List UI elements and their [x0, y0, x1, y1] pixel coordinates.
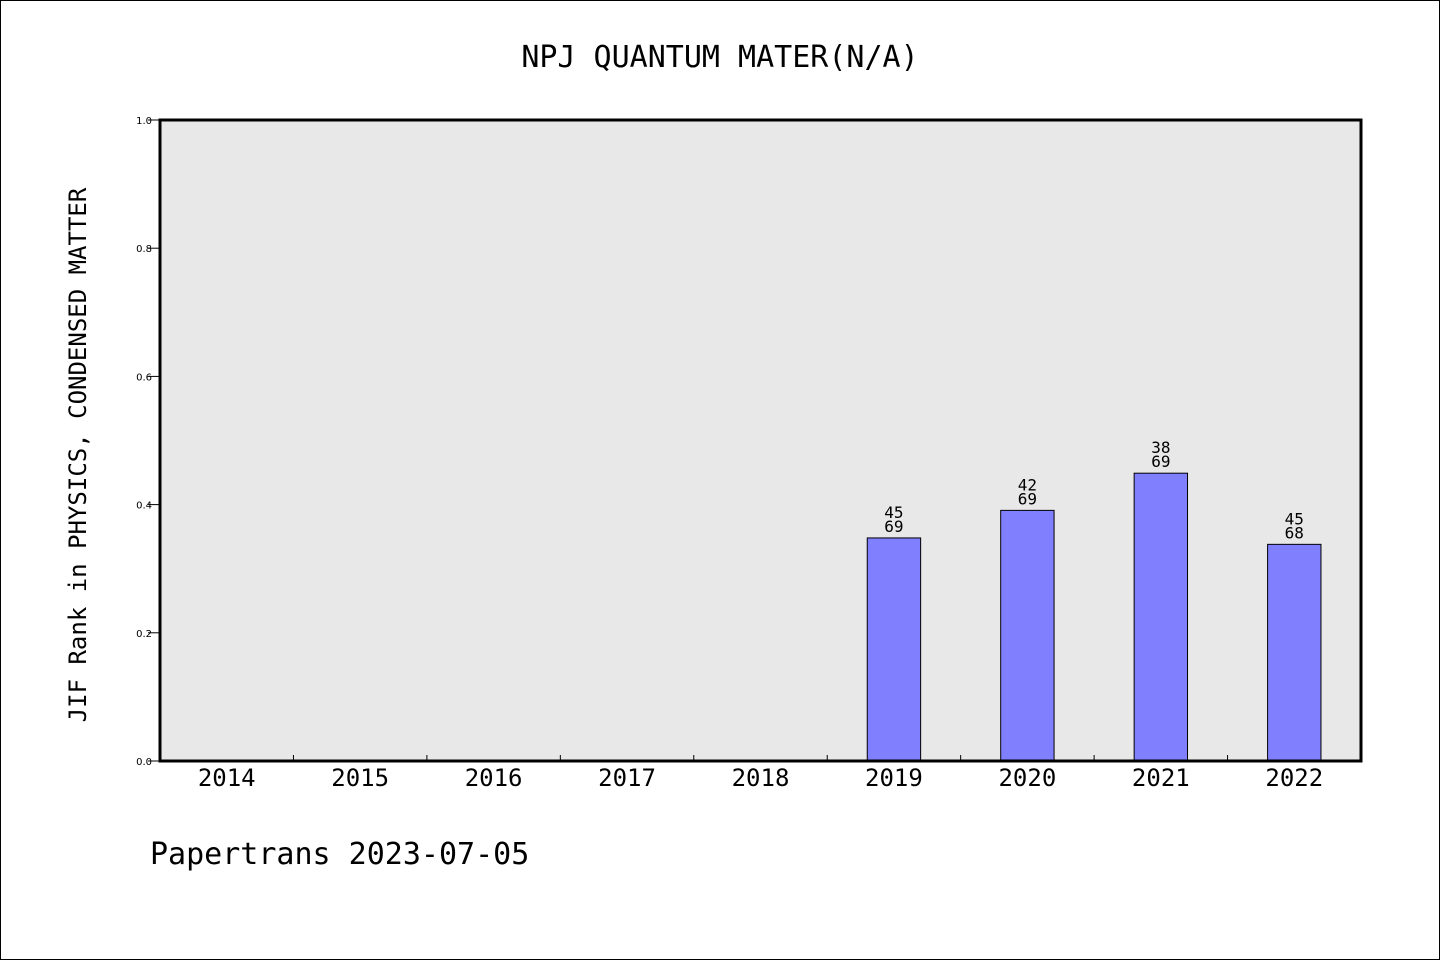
- x-tick-label: 2015: [331, 764, 389, 792]
- x-tick-label: 2020: [998, 764, 1056, 792]
- x-tick-label: 2016: [465, 764, 523, 792]
- footer-credit: Papertrans 2023-07-05: [150, 837, 529, 872]
- y-tick-label: 0.8: [136, 244, 152, 255]
- y-tick-label: 0.4: [136, 501, 152, 512]
- bar-label-rank: 38: [1151, 438, 1170, 457]
- bar-label-total: 68: [1285, 523, 1304, 542]
- x-tick-label: 2019: [865, 764, 923, 792]
- x-tick-label: 2022: [1265, 764, 1323, 792]
- plot-border: [158, 118, 1363, 763]
- bar-2021: [1133, 472, 1189, 762]
- x-tick-label: 2014: [198, 764, 256, 792]
- y-tick-label: 0.2: [136, 629, 152, 640]
- bar-2020: [1000, 509, 1055, 762]
- x-axis: 2014 2015 2016 2017 2018 2019 2020 2021 2022: [198, 755, 1323, 792]
- y-tick-label: 1.0: [136, 116, 152, 127]
- bar-label-rank: 45: [1285, 509, 1304, 528]
- x-tick-label: 2018: [732, 764, 790, 792]
- bar-label-rank: 42: [1018, 475, 1037, 494]
- bar-label-rank: 45: [884, 503, 903, 522]
- y-axis: 0.0 0.2 0.4 0.6 0.8 1.0: [136, 116, 160, 768]
- y-tick-label: 0.0: [136, 757, 152, 768]
- bars: [866, 472, 1322, 762]
- bar-2022: [1267, 543, 1322, 762]
- bar-label-total: 69: [1018, 489, 1037, 508]
- bar-2019: [866, 537, 922, 762]
- y-axis-label: JIF Rank in PHYSICS, CONDENSED MATTER: [64, 187, 92, 722]
- x-tick-label: 2017: [598, 764, 656, 792]
- bar-label-total: 69: [1151, 452, 1170, 471]
- x-tick-label: 2021: [1132, 764, 1190, 792]
- bar-label-total: 69: [884, 517, 903, 536]
- y-tick-label: 0.6: [136, 372, 152, 383]
- chart-title: NPJ QUANTUM MATER(N/A): [521, 40, 918, 75]
